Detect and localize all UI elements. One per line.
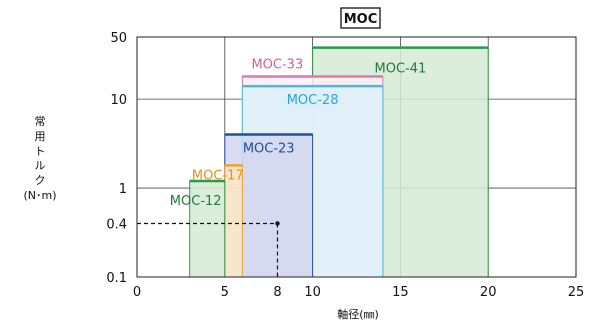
plot-frame bbox=[136, 36, 577, 278]
x-tick-label: 20 bbox=[480, 285, 497, 300]
series-label-moc-17: MOC-17 bbox=[192, 168, 244, 183]
x-tick-label: 15 bbox=[392, 285, 409, 300]
bars bbox=[189, 46, 489, 278]
y-axis-title: 常 用 ト ル ク (N･m) bbox=[23, 115, 56, 202]
series-label-moc-28: MOC-28 bbox=[287, 93, 339, 108]
y-axis-title-char: ト bbox=[35, 145, 46, 158]
series-label-moc-12: MOC-12 bbox=[170, 194, 222, 209]
y-axis-title-char: ク bbox=[35, 174, 46, 187]
x-tick-label: 10 bbox=[304, 285, 321, 300]
x-tick-label: 8 bbox=[273, 285, 281, 300]
reference-point bbox=[275, 221, 280, 226]
x-axis-title: 軸径(㎜) bbox=[337, 307, 379, 321]
series-label-moc-23: MOC-23 bbox=[243, 142, 295, 157]
x-tick-labels: 0 5 8 10 15 20 25 bbox=[133, 285, 584, 300]
y-axis-title-char: ル bbox=[35, 159, 46, 172]
series-label-moc-33: MOC-33 bbox=[251, 57, 303, 72]
reference-lines bbox=[137, 221, 280, 277]
y-axis-title-char: 用 bbox=[35, 130, 46, 143]
y-tick-label: 0.4 bbox=[106, 217, 127, 232]
y-tick-label: 1 bbox=[119, 182, 127, 197]
chart-title-box bbox=[340, 7, 381, 29]
series-labels: MOC-41 MOC-33 MOC-28 MOC-23 MOC-17 MOC-12 bbox=[170, 57, 426, 209]
label-bg bbox=[282, 92, 343, 109]
y-tick-label: 50 bbox=[110, 31, 127, 46]
series-label-moc-41: MOC-41 bbox=[375, 62, 427, 77]
y-axis-title-char: 常 bbox=[35, 115, 46, 128]
chart-title: MOC bbox=[344, 12, 378, 27]
x-tick-label: 5 bbox=[221, 285, 229, 300]
x-tick-label: 25 bbox=[568, 285, 585, 300]
x-tick-label: 0 bbox=[133, 285, 141, 300]
y-axis-title-unit: (N･m) bbox=[23, 189, 56, 202]
y-tick-label: 10 bbox=[110, 93, 127, 108]
bar-moc-12 bbox=[189, 180, 226, 278]
y-tick-label: 0.1 bbox=[106, 271, 127, 286]
y-tick-labels: 0.1 0.4 1 10 50 bbox=[106, 31, 127, 286]
